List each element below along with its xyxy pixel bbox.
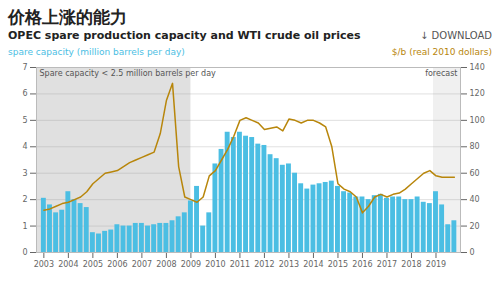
svg-text:5: 5: [22, 116, 27, 125]
html-text:OPEC spare production capacity: OPEC spare production capacity and WTI c…: [8, 29, 361, 42]
html-text:$/b (real 2010 dollars): $/b (real 2010 dollars): [391, 47, 492, 57]
svg-text:2003: 2003: [34, 260, 54, 269]
html-text:价格上涨的能力: 价格上涨的能力: [8, 7, 127, 27]
svg-text:2005: 2005: [83, 260, 103, 269]
svg-text:2018: 2018: [401, 260, 421, 269]
svg-text:2012: 2012: [254, 260, 274, 269]
svg-text:2008: 2008: [156, 260, 176, 269]
html-text:spare capacity (million barrel: spare capacity (million barrels per day): [8, 47, 185, 57]
svg-text:140: 140: [470, 63, 485, 72]
svg-text:Spare capacity < 2.5 million b: Spare capacity < 2.5 million barrels per…: [40, 69, 217, 78]
svg-text:100: 100: [470, 116, 485, 125]
svg-text:forecast: forecast: [425, 69, 457, 78]
svg-text:60: 60: [470, 169, 480, 178]
svg-text:4: 4: [22, 142, 27, 151]
svg-text:2016: 2016: [352, 260, 372, 269]
svg-text:2004: 2004: [58, 260, 78, 269]
svg-text:7: 7: [22, 63, 27, 72]
svg-text:2015: 2015: [328, 260, 348, 269]
svg-text:120: 120: [470, 89, 485, 98]
svg-text:2011: 2011: [230, 260, 250, 269]
svg-text:2010: 2010: [205, 260, 225, 269]
svg-text:0: 0: [22, 248, 27, 257]
svg-text:6: 6: [22, 89, 27, 98]
svg-text:3: 3: [22, 169, 27, 178]
svg-text:40: 40: [470, 195, 480, 204]
svg-text:2009: 2009: [181, 260, 201, 269]
svg-text:2: 2: [22, 195, 27, 204]
svg-text:2017: 2017: [377, 260, 397, 269]
svg-text:2019: 2019: [426, 260, 446, 269]
svg-text:20: 20: [470, 222, 480, 231]
svg-text:1: 1: [22, 222, 27, 231]
svg-text:2014: 2014: [303, 260, 323, 269]
svg-text:2006: 2006: [107, 260, 127, 269]
html-text:↓ DOWNLOAD: ↓ DOWNLOAD: [420, 30, 492, 41]
svg-text:2007: 2007: [132, 260, 152, 269]
svg-text:2013: 2013: [279, 260, 299, 269]
svg-text:0: 0: [470, 248, 475, 257]
svg-text:80: 80: [470, 142, 480, 151]
